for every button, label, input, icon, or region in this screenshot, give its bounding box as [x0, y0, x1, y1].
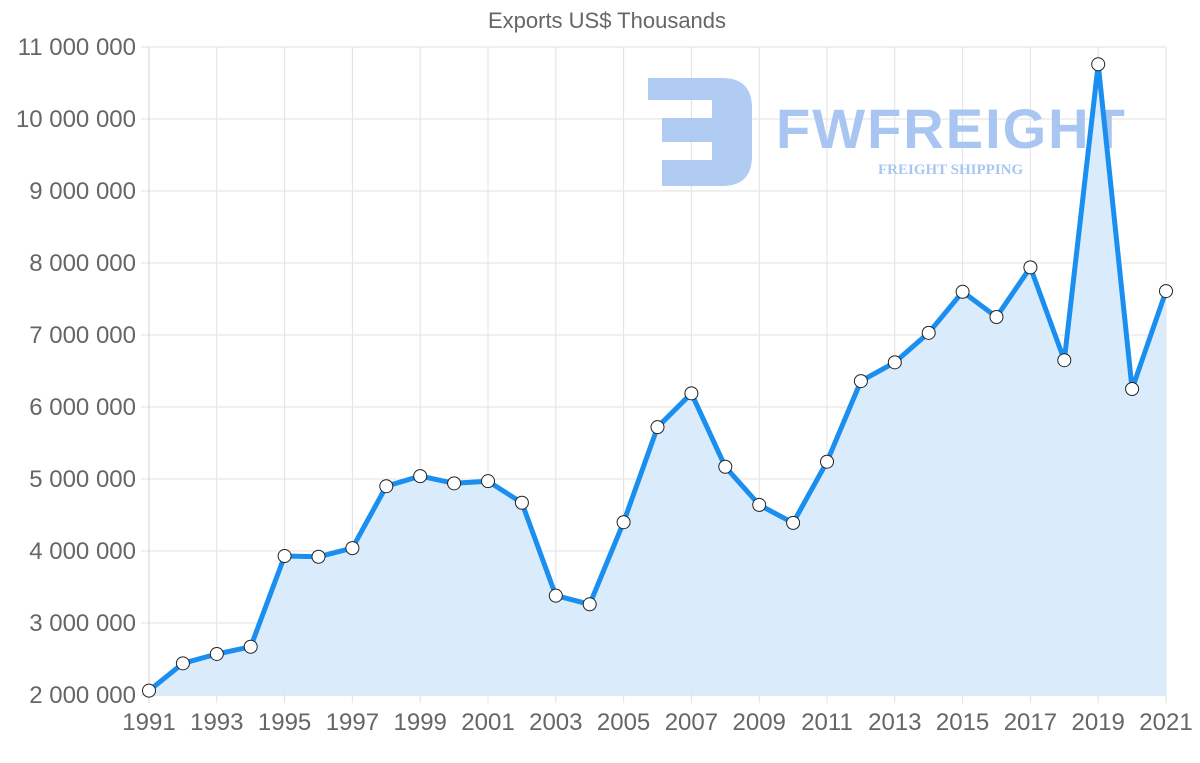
data-point[interactable] — [481, 474, 495, 489]
data-point[interactable] — [989, 310, 1004, 324]
data-point[interactable] — [277, 549, 292, 564]
y-tick-label: 8 000 000 — [29, 250, 136, 277]
data-point[interactable] — [820, 454, 834, 469]
data-point[interactable] — [887, 355, 902, 370]
y-tick-label: 3 000 000 — [29, 610, 136, 637]
x-tick-label: 2015 — [936, 709, 989, 736]
data-point[interactable] — [684, 386, 699, 401]
y-tick-label: 5 000 000 — [29, 466, 136, 493]
x-tick-label: 1995 — [258, 709, 311, 736]
y-tick-label: 9 000 000 — [29, 178, 136, 205]
data-point[interactable] — [921, 325, 936, 340]
x-tick-label: 2017 — [1004, 709, 1057, 736]
x-tick-label: 2005 — [597, 709, 650, 736]
x-tick-label: 2001 — [461, 709, 514, 736]
y-tick-label: 2 000 000 — [29, 682, 136, 709]
watermark-brand: FWFREIGHT — [776, 97, 1127, 160]
data-point[interactable] — [582, 597, 597, 612]
data-point[interactable] — [853, 374, 868, 389]
y-tick-label: 10 000 000 — [16, 106, 136, 133]
data-point[interactable] — [447, 476, 462, 491]
x-tick-label: 2011 — [801, 709, 853, 736]
data-point[interactable] — [209, 646, 224, 661]
x-tick-label: 1991 — [122, 709, 175, 736]
data-point[interactable] — [311, 549, 326, 564]
y-tick-label: 7 000 000 — [29, 322, 136, 349]
fwfreight-logo-icon — [648, 78, 752, 186]
x-tick-label: 2003 — [529, 709, 582, 736]
fwfreight-watermark: FWFREIGHT FREIGHT SHIPPING — [648, 78, 1127, 186]
data-point[interactable] — [243, 639, 258, 654]
data-point[interactable] — [955, 284, 970, 299]
x-tick-label: 2007 — [665, 709, 718, 736]
x-tick-label: 2013 — [868, 709, 921, 736]
y-tick-label: 4 000 000 — [29, 538, 136, 565]
data-point[interactable] — [413, 469, 428, 484]
x-tick-label: 2019 — [1072, 709, 1125, 736]
data-point[interactable] — [1023, 260, 1038, 275]
data-point[interactable] — [1057, 353, 1072, 368]
x-axis: 1991 1993 1995 1997 1999 2001 2003 2005 2007 2009… — [122, 709, 1192, 736]
data-point[interactable] — [1125, 382, 1140, 396]
data-point[interactable] — [514, 495, 529, 510]
y-axis: 2 000 000 3 000 000 4 000 000 5 000 000 6 00… — [16, 34, 136, 709]
watermark-tagline: FREIGHT SHIPPING — [878, 162, 1023, 178]
x-tick-label: 1993 — [190, 709, 243, 736]
data-point[interactable] — [752, 497, 767, 512]
y-tick-label: 6 000 000 — [29, 394, 136, 421]
data-point[interactable] — [142, 683, 156, 698]
y-tick-label: 11 000 000 — [18, 34, 136, 61]
x-tick-label: 2009 — [733, 709, 786, 736]
data-point[interactable] — [379, 479, 394, 494]
data-point[interactable] — [1159, 284, 1173, 299]
area-fill — [149, 64, 1166, 696]
data-point[interactable] — [175, 656, 190, 671]
chart-title: Exports US$ Thousands — [487, 8, 727, 33]
data-point[interactable] — [650, 420, 665, 435]
data-point[interactable] — [345, 541, 360, 556]
x-tick-label: 1999 — [394, 709, 447, 736]
data-point[interactable] — [718, 459, 733, 474]
data-point[interactable] — [616, 515, 631, 530]
data-point[interactable] — [1091, 57, 1106, 72]
x-tick-label: 2021 — [1139, 709, 1192, 736]
data-point[interactable] — [548, 588, 563, 603]
x-tick-label: 1997 — [326, 709, 379, 736]
data-points — [142, 57, 1173, 698]
data-point[interactable] — [786, 515, 801, 530]
